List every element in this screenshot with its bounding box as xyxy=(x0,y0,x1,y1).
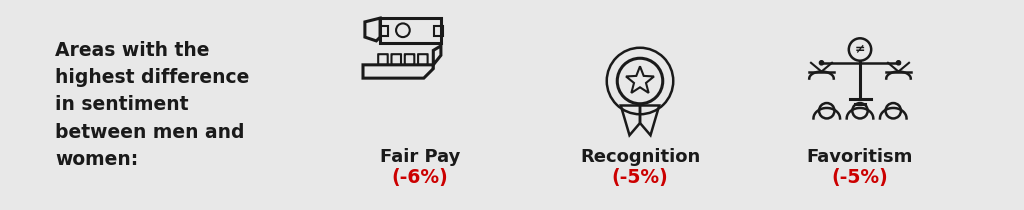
Text: Fair Pay: Fair Pay xyxy=(380,148,460,166)
Text: ≠: ≠ xyxy=(855,43,865,56)
Circle shape xyxy=(896,61,900,65)
Circle shape xyxy=(819,61,823,65)
Text: (-6%): (-6%) xyxy=(391,168,449,187)
Text: (-5%): (-5%) xyxy=(831,168,889,187)
Text: Areas with the
highest difference
in sentiment
between men and
women:: Areas with the highest difference in sen… xyxy=(55,41,250,169)
Text: (-5%): (-5%) xyxy=(611,168,669,187)
Text: Favoritism: Favoritism xyxy=(807,148,913,166)
Text: Recognition: Recognition xyxy=(580,148,700,166)
